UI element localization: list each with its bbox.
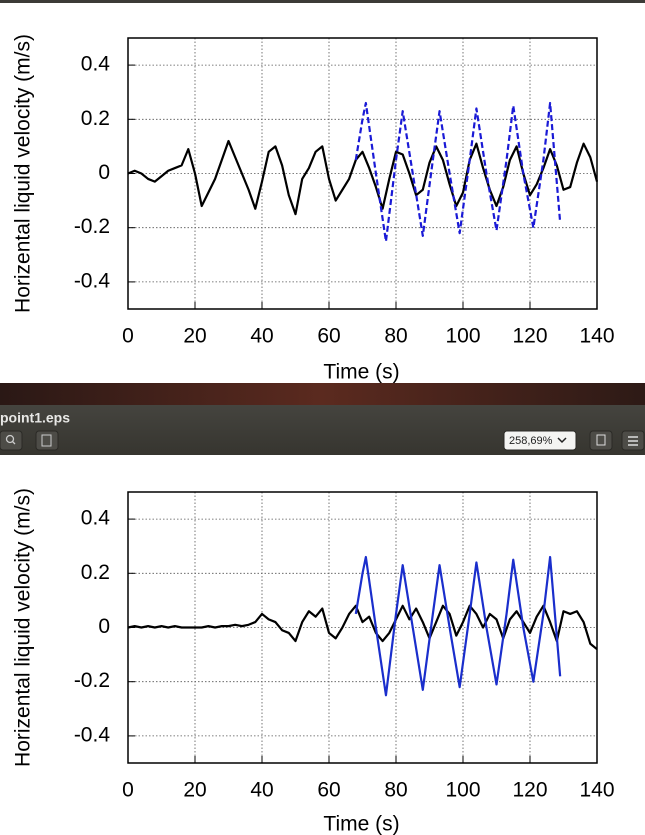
menu-icon: [628, 436, 638, 446]
zoom-combo[interactable]: 258,69%: [503, 430, 577, 451]
window-edge: [0, 0, 645, 3]
x-tick-label: 100: [445, 779, 480, 802]
x-tick-label: 120: [512, 779, 547, 802]
x-tick-label: 80: [384, 779, 407, 802]
x-tick-label: 40: [250, 779, 273, 802]
series-line: [127, 604, 598, 651]
x-tick-label: 20: [183, 325, 206, 348]
window-title: point1.eps: [0, 410, 70, 426]
button-frame[interactable]: [0, 430, 23, 451]
plot-frame: [127, 491, 598, 764]
button-frame[interactable]: [35, 430, 59, 451]
page-button[interactable]: [35, 430, 59, 451]
chart: 0.4 0.2 0 -0.2 -0.4 0 20 40 60 80 100 120 140 Time (s…: [12, 488, 615, 835]
x-tick-label: 40: [250, 325, 273, 348]
y-tick-label: -0.4: [74, 723, 111, 746]
y-tick-label: 0.4: [81, 507, 111, 530]
plot-frame: [127, 37, 598, 310]
x-tick-label: 100: [445, 325, 480, 348]
x-tick-label: 60: [317, 779, 340, 802]
x-tick-label: 0: [122, 779, 134, 802]
y-tick-label: 0.4: [81, 53, 111, 76]
y-tick-label: 0: [98, 615, 110, 638]
search-button[interactable]: [0, 430, 23, 451]
x-tick-label: 140: [579, 779, 614, 802]
x-tick-label: 0: [122, 325, 134, 348]
page-icon: [41, 434, 52, 447]
y-tick-label: 0.2: [81, 107, 110, 130]
menu-button[interactable]: [621, 430, 645, 451]
series-line: [354, 555, 562, 697]
y-tick-label: 0: [98, 161, 110, 184]
search-icon: [5, 434, 15, 444]
series-line: [127, 139, 599, 216]
dropdown-arrow: [557, 437, 567, 444]
y-tick-label: -0.4: [74, 269, 111, 292]
search-icon: [12, 441, 16, 445]
y-tick-label: 0.2: [81, 561, 110, 584]
y-tick-label: -0.2: [74, 215, 110, 238]
doc-icon: [596, 434, 606, 446]
y-axis-label: Horizental liquid velocity (m/s): [12, 34, 35, 313]
y-tick-label: -0.2: [74, 669, 110, 692]
y-axis-label: Horizental liquid velocity (m/s): [12, 488, 35, 767]
document-button[interactable]: [589, 430, 613, 451]
chart: 0.4 0.2 0 -0.2 -0.4 0 20 40 60 80 100 120 140 Time (s…: [12, 34, 615, 384]
x-axis-label: Time (s): [323, 361, 399, 384]
desktop-strip: [0, 383, 645, 405]
x-tick-label: 20: [183, 779, 206, 802]
button-frame[interactable]: [589, 430, 613, 451]
zoom-box[interactable]: [503, 430, 577, 451]
x-tick-label: 60: [317, 325, 340, 348]
x-axis-label: Time (s): [323, 813, 399, 835]
x-tick-label: 80: [384, 325, 407, 348]
series-line: [354, 101, 562, 243]
x-tick-label: 140: [579, 325, 614, 348]
zoom-value: 258,69%: [509, 435, 553, 447]
x-tick-label: 120: [512, 325, 547, 348]
